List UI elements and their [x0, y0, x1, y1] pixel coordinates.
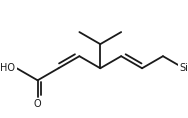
Text: O: O [34, 99, 41, 109]
Text: HO: HO [0, 63, 15, 73]
Text: Si: Si [179, 63, 188, 73]
